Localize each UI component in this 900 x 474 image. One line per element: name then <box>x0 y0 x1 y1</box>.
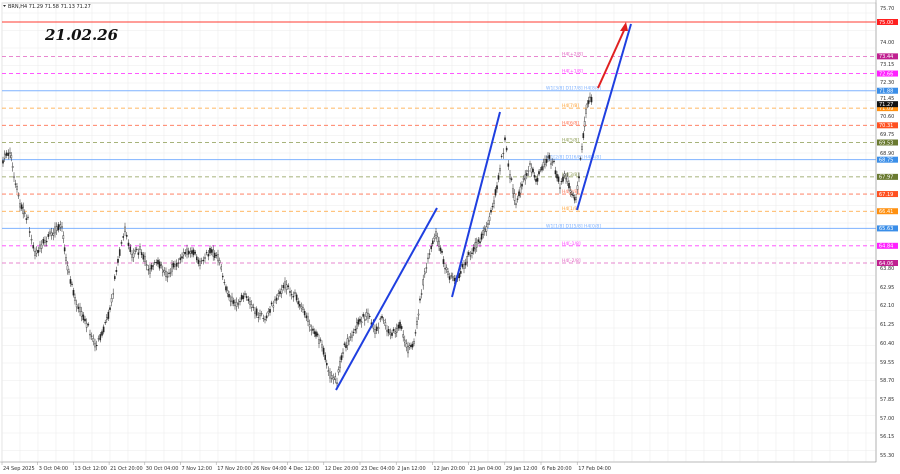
price-tag <box>877 122 898 129</box>
price-tick: 57.85 <box>880 397 894 403</box>
svg-text:69.53: 69.53 <box>879 140 893 146</box>
svg-text:71.88: 71.88 <box>879 89 893 95</box>
red-arrow-trendline[interactable] <box>597 25 627 89</box>
svg-text:72.66: 72.66 <box>879 71 893 77</box>
time-tick: 21 Jan 04:00 <box>470 466 502 472</box>
price-tag <box>877 139 898 146</box>
time-tick: 4 Dec 12:00 <box>289 466 319 472</box>
candlestick-series <box>2 92 593 389</box>
price-tag <box>877 70 898 77</box>
svg-text:71.09: 71.09 <box>879 106 893 112</box>
trendlines[interactable] <box>335 22 632 391</box>
price-tag <box>877 19 898 25</box>
collapse-triangle-icon[interactable] <box>3 5 6 7</box>
price-tag <box>877 156 898 163</box>
level-label: H4[+1/8] <box>562 69 583 75</box>
time-tick: 6 Feb 20:00 <box>542 466 572 472</box>
svg-text:66.41: 66.41 <box>879 209 893 215</box>
svg-text:71.27: 71.27 <box>879 102 893 108</box>
level-label: H4[-2/8] <box>562 258 581 264</box>
price-tag <box>877 225 898 232</box>
price-tick: 70.60 <box>880 114 894 120</box>
price-tag <box>877 260 898 266</box>
price-tick: 57.00 <box>880 416 894 422</box>
price-tick: 68.90 <box>880 151 894 157</box>
price-axis[interactable]: 75.70 74.00 73.15 72.30 71.45 70.60 69.75 68.90… <box>875 0 898 462</box>
price-tick: 74.00 <box>880 40 894 46</box>
level-label: H4[1/8] <box>562 206 579 212</box>
price-tick: 60.40 <box>880 341 894 347</box>
price-tag <box>877 242 898 249</box>
price-tick: 55.30 <box>880 453 894 459</box>
price-tag <box>877 208 898 215</box>
price-tag <box>877 105 898 112</box>
svg-text:64.84: 64.84 <box>879 244 893 250</box>
time-tick: 13 Oct 12:00 <box>74 466 107 472</box>
price-tick: 59.55 <box>880 360 894 366</box>
svg-text:75.00: 75.00 <box>879 20 893 26</box>
price-tick: 61.25 <box>880 322 894 328</box>
level-lines: H4[+2/8] H4[+1/8] W1[3/8] D1[7/8] H4[8/8] H… <box>2 21 876 264</box>
date-stamp-annotation: 21.02.26 <box>44 26 119 44</box>
time-axis[interactable]: 24 Sep 2025 3 Oct 04:00 13 Oct 12:00 21 Oct… <box>0 461 876 472</box>
price-tag <box>877 87 898 94</box>
svg-text:67.97: 67.97 <box>879 175 893 181</box>
price-tick: 72.30 <box>880 80 894 86</box>
price-tick: 75.70 <box>880 6 894 12</box>
level-label: H4[-1/8] <box>562 241 581 247</box>
price-tag <box>877 191 898 198</box>
grid-lines <box>1 3 876 462</box>
time-tick: 17 Feb 04:00 <box>578 466 611 472</box>
price-tag <box>877 53 898 60</box>
price-tick: 71.45 <box>880 96 894 102</box>
symbol-header: BRN,H4 71.29 71.58 71.13 71.27 <box>3 4 91 10</box>
time-tick: 24 Sep 2025 <box>3 466 35 472</box>
level-label: H4[3/8] <box>562 172 579 178</box>
time-tick: 7 Nov 12:00 <box>182 466 213 472</box>
svg-text:64.06: 64.06 <box>879 261 893 267</box>
arrow-head-icon <box>620 22 628 31</box>
blue-trendline[interactable] <box>335 207 438 391</box>
time-tick: 2 Jan 12:00 <box>397 466 425 472</box>
level-label: W1[2/8] D1[6/8] H4[4/8] <box>546 155 601 161</box>
svg-text:73.44: 73.44 <box>879 54 893 60</box>
svg-text:65.63: 65.63 <box>879 226 893 232</box>
level-label: W1[1/8] D1[5/8] H4[0/8] <box>546 223 601 229</box>
price-tag <box>877 173 898 180</box>
level-label: H4[6/8] <box>562 120 579 126</box>
price-tick: 62.95 <box>880 285 894 291</box>
time-tick: 23 Dec 04:00 <box>361 466 395 472</box>
time-tick: 17 Nov 20:00 <box>217 466 251 472</box>
svg-text:68.75: 68.75 <box>879 157 893 163</box>
blue-trendline[interactable] <box>451 111 501 298</box>
time-tick: 12 Jan 20:00 <box>433 466 465 472</box>
level-label: H4[5/8] <box>562 138 579 144</box>
price-tick: 56.15 <box>880 434 894 440</box>
level-label: W1[3/8] D1[7/8] H4[8/8] <box>546 86 601 92</box>
time-tick: 3 Oct 04:00 <box>39 466 68 472</box>
price-tick: 73.15 <box>880 62 894 68</box>
price-tick: 69.75 <box>880 132 894 138</box>
level-label: H4[+2/8] <box>562 51 583 57</box>
level-label: H4[7/8] <box>562 103 579 109</box>
price-tick: 58.70 <box>880 378 894 384</box>
price-tag <box>877 101 898 108</box>
time-tick: 29 Jan 12:00 <box>506 466 538 472</box>
time-tick: 12 Dec 20:00 <box>325 466 359 472</box>
svg-text:67.19: 67.19 <box>879 192 893 198</box>
price-tick: 63.80 <box>880 266 894 272</box>
svg-text:70.31: 70.31 <box>879 123 893 129</box>
time-tick: 21 Oct 20:00 <box>110 466 143 472</box>
price-tick: 62.10 <box>880 303 894 309</box>
symbol-ohlc-text: BRN,H4 71.29 71.58 71.13 71.27 <box>8 4 91 10</box>
blue-trendline[interactable] <box>576 23 632 211</box>
time-tick: 30 Oct 04:00 <box>146 466 179 472</box>
time-tick: 26 Nov 04:00 <box>253 466 287 472</box>
